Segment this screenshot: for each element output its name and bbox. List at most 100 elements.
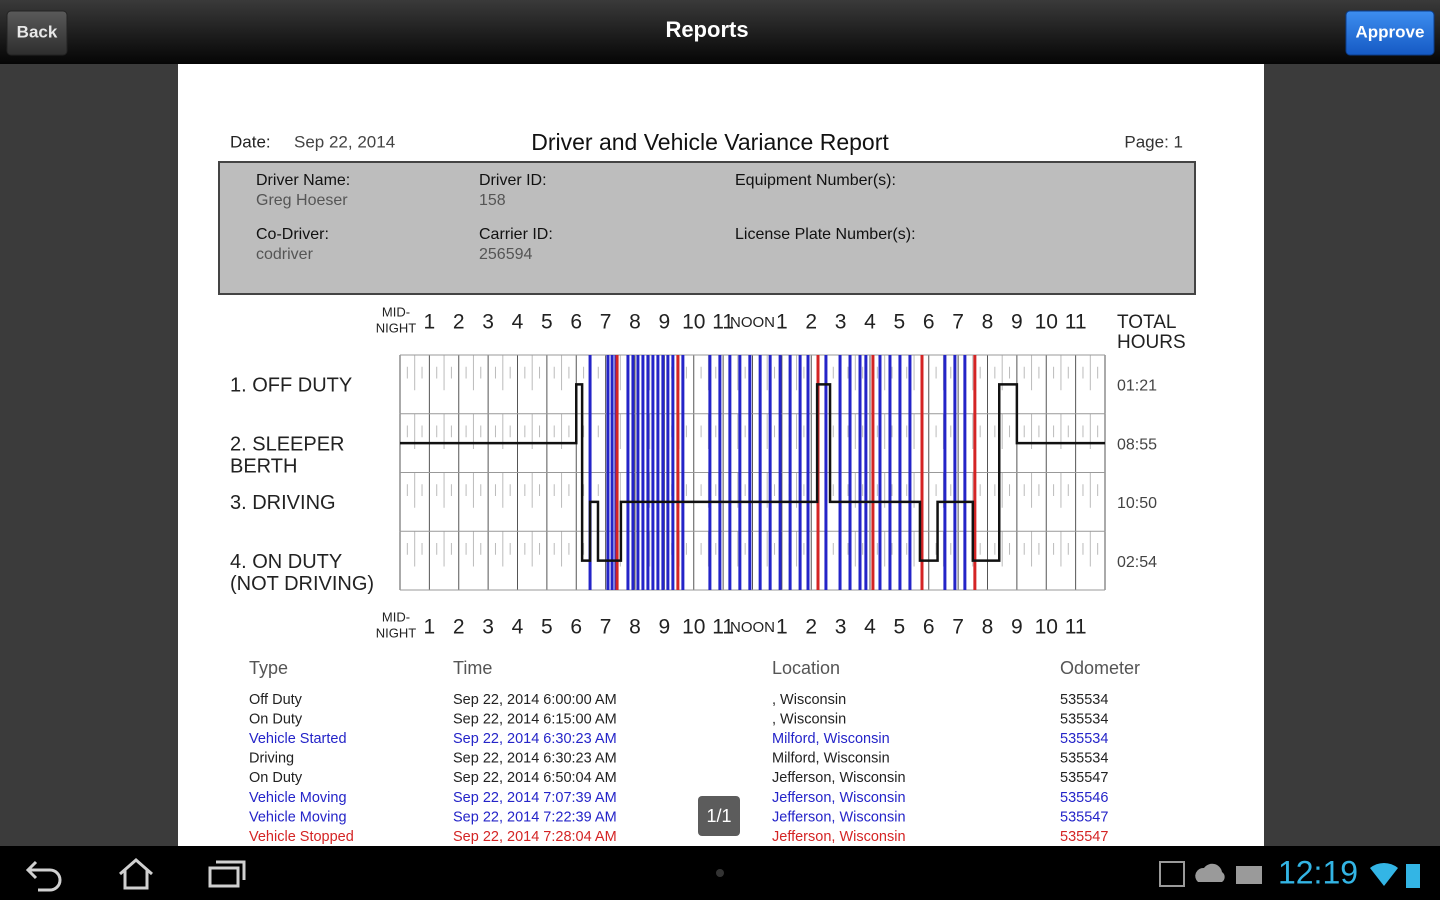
info-label: Carrier ID:: [479, 226, 553, 243]
midnight-label: MID-: [382, 609, 410, 624]
hour-label: 2: [805, 616, 817, 639]
hour-label: 5: [894, 311, 906, 334]
table-cell: 535534: [1060, 751, 1108, 767]
hour-label: 8: [982, 616, 994, 639]
report-content: Date: Sep 22, 2014 Driver and Vehicle Vari…: [218, 129, 1196, 845]
table-cell: 535546: [1060, 790, 1108, 806]
hour-label: 8: [629, 616, 641, 639]
notif-cloud: [1195, 863, 1225, 882]
status-label: 4. ON DUTY: [230, 551, 342, 573]
hour-label: 10: [1035, 616, 1058, 639]
hour-label: NOON: [730, 314, 775, 331]
clock: 12:19: [1278, 854, 1358, 890]
table-header: Location: [772, 658, 840, 678]
status-label: 2. SLEEPER: [230, 433, 345, 455]
info-label: Driver Name:: [256, 172, 350, 189]
pager-badge: [698, 796, 740, 836]
nav-dot: [716, 869, 724, 877]
table-cell: Sep 22, 2014 7:22:39 AM: [453, 809, 617, 825]
table-cell: Driving: [249, 751, 294, 767]
table-cell: Milford, Wisconsin: [772, 731, 890, 747]
status-label: (NOT DRIVING): [230, 573, 374, 595]
hour-label: 2: [453, 311, 465, 334]
hour-label: 1: [424, 311, 436, 334]
status-label: 1. OFF DUTY: [230, 375, 352, 397]
table-cell: Jefferson, Wisconsin: [772, 790, 906, 806]
hour-label: 6: [923, 616, 935, 639]
midnight-label: NIGHT: [376, 625, 417, 640]
hour-label: 7: [952, 616, 964, 639]
hour-label: 3: [482, 616, 494, 639]
table-header: Odometer: [1060, 658, 1140, 678]
table-cell: Sep 22, 2014 6:50:04 AM: [453, 770, 617, 786]
hour-label: 5: [894, 616, 906, 639]
duty-line: [400, 383, 1105, 562]
info-value: codriver: [256, 246, 314, 263]
table-cell: Vehicle Moving: [249, 790, 347, 806]
hour-label: 3: [835, 311, 847, 334]
hour-label: 1: [776, 616, 788, 639]
hour-label: 11: [712, 311, 734, 334]
hour-label: 8: [982, 311, 994, 334]
nav-home[interactable]: [119, 858, 153, 890]
status-label: 3. DRIVING: [230, 492, 336, 514]
table-header: Time: [453, 658, 492, 678]
table-cell: , Wisconsin: [772, 692, 846, 708]
table-cell: Sep 22, 2014 6:00:00 AM: [453, 692, 617, 708]
table-cell: Milford, Wisconsin: [772, 751, 890, 767]
info-value: 256594: [479, 246, 532, 263]
status-total: 10:50: [1117, 495, 1157, 512]
nav-back[interactable]: [25, 860, 62, 892]
table-cell: 535534: [1060, 731, 1108, 747]
hour-label: 10: [1035, 311, 1058, 334]
app-bar: [0, 0, 1440, 64]
hour-label: 2: [805, 311, 817, 334]
table-cell: , Wisconsin: [772, 711, 846, 727]
hour-label: 2: [453, 616, 465, 639]
hour-label: 9: [659, 311, 671, 334]
hour-label: 4: [512, 616, 524, 639]
table-header: Type: [249, 658, 288, 678]
approve-label[interactable]: Approve: [1356, 22, 1425, 41]
report-title: Driver and Vehicle Variance Report: [531, 129, 889, 155]
table-cell: On Duty: [249, 770, 303, 786]
table-cell: Jefferson, Wisconsin: [772, 809, 906, 825]
info-label: Co-Driver:: [256, 226, 329, 243]
back-button[interactable]: [6, 10, 68, 56]
table-cell: Sep 22, 2014 7:28:04 AM: [453, 829, 617, 845]
table-cell: Vehicle Moving: [249, 809, 347, 825]
info-label: License Plate Number(s):: [735, 226, 916, 243]
hour-label: 1: [776, 311, 788, 334]
info-label: Equipment Number(s):: [735, 172, 896, 189]
midnight-label: MID-: [382, 304, 410, 319]
hour-label: 6: [923, 311, 935, 334]
hour-label: 4: [864, 311, 876, 334]
hour-label: 10: [682, 311, 705, 334]
table-cell: Vehicle Stopped: [249, 829, 354, 845]
nav-recents[interactable]: [208, 860, 246, 888]
info-value: 158: [479, 192, 506, 209]
back-label[interactable]: Back: [17, 22, 58, 41]
approve-button[interactable]: [1345, 10, 1435, 56]
date-label: Date:: [230, 132, 271, 151]
hour-label: 7: [952, 311, 964, 334]
info-box: [218, 161, 1196, 295]
hour-label: 5: [541, 311, 553, 334]
hour-label: 10: [682, 616, 705, 639]
hour-label: 9: [1011, 616, 1023, 639]
hour-label: 9: [659, 616, 671, 639]
notif-image: [1159, 861, 1185, 887]
hour-label: NOON: [730, 619, 775, 636]
info-value: Greg Hoeser: [256, 192, 348, 209]
table-cell: Vehicle Started: [249, 731, 347, 747]
table-cell: Off Duty: [249, 692, 303, 708]
hour-label: 11: [712, 616, 734, 639]
hour-label: 3: [482, 311, 494, 334]
hour-label: 9: [1011, 311, 1023, 334]
info-label: Driver ID:: [479, 172, 547, 189]
hour-label: 5: [541, 616, 553, 639]
status-total: 02:54: [1117, 554, 1157, 571]
hour-label: 11: [1065, 311, 1087, 334]
midnight-label: NIGHT: [376, 320, 417, 335]
